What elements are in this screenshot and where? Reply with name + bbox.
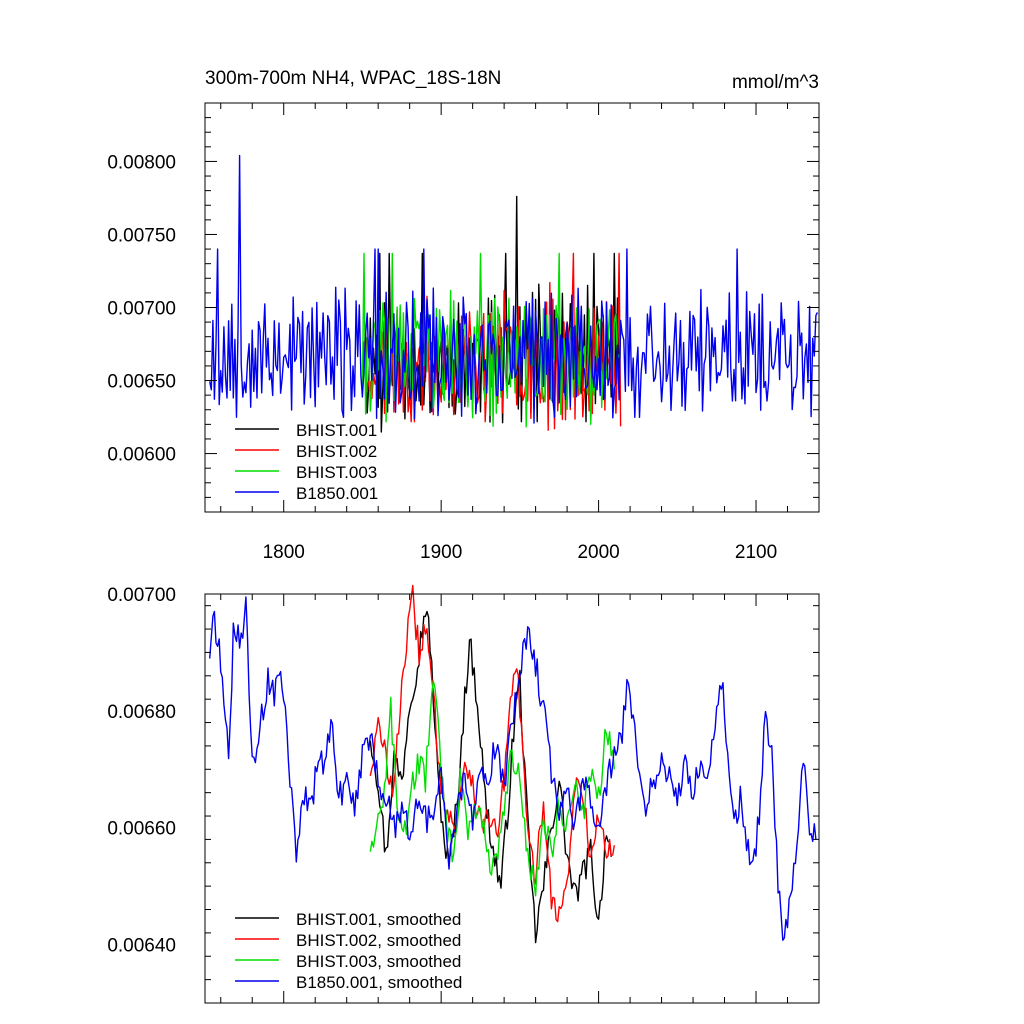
bottom-legend: BHIST.001, smoothed BHIST.002, smoothed BH… xyxy=(235,910,462,992)
y-tick-label: 0.00650 xyxy=(107,372,176,393)
top-legend: BHIST.001 BHIST.002 BHIST.003 B1850.001 xyxy=(235,421,378,503)
bottom-lines xyxy=(209,584,817,944)
top-title: 300m-700m NH4, WPAC_18S-18N xyxy=(205,68,501,89)
y-tick-label: 0.00640 xyxy=(107,936,176,957)
legend-label: B1850.001 xyxy=(296,484,378,503)
bottom-plot-frame xyxy=(204,593,820,1004)
y-tick-label: 0.00800 xyxy=(107,152,176,173)
series-line xyxy=(369,610,612,944)
legend-label: BHIST.002, smoothed xyxy=(296,931,461,950)
y-tick-label: 0.00700 xyxy=(107,585,176,606)
y-tick-label: 0.00660 xyxy=(107,819,176,840)
legend-label: B1850.001, smoothed xyxy=(296,973,462,992)
bottom-panel: 0.00640 0.00660 0.00680 0.00700 BHIST.001, … xyxy=(107,584,820,1004)
series-line xyxy=(209,154,819,424)
y-tick-label: 0.00700 xyxy=(107,299,176,320)
x-tick-label: 2100 xyxy=(735,542,777,563)
y-tick-label: 0.00600 xyxy=(107,445,176,466)
top-ticks: 0.00600 0.00650 0.00700 0.00750 0.00800 1800 1… xyxy=(107,102,820,563)
top-plot-frame xyxy=(204,102,820,513)
series-line xyxy=(369,680,615,897)
legend-label: BHIST.002 xyxy=(296,442,377,461)
legend-label: BHIST.001, smoothed xyxy=(296,910,461,929)
series-line xyxy=(209,596,817,941)
top-units: mmol/m^3 xyxy=(732,72,819,93)
y-tick-label: 0.00680 xyxy=(107,702,176,723)
top-panel: 300m-700m NH4, WPAC_18S-18N mmol/m^3 0.0… xyxy=(107,68,820,563)
legend-label: BHIST.001 xyxy=(296,421,377,440)
x-tick-label: 2000 xyxy=(577,542,619,563)
top-lines xyxy=(209,154,819,433)
y-tick-label: 0.00750 xyxy=(107,225,176,246)
bottom-ticks: 0.00640 0.00660 0.00680 0.00700 xyxy=(107,585,820,1004)
series-line xyxy=(369,584,615,923)
x-tick-label: 1800 xyxy=(263,542,305,563)
x-tick-label: 1900 xyxy=(420,542,462,563)
legend-label: BHIST.003 xyxy=(296,463,377,482)
legend-label: BHIST.003, smoothed xyxy=(296,952,461,971)
